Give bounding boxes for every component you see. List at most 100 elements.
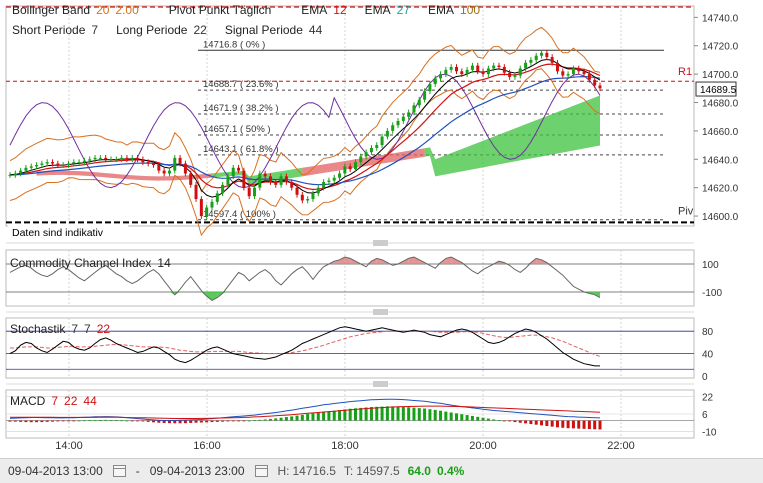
- macd-histogram-bar: [428, 409, 432, 421]
- macd-histogram-bar: [375, 406, 379, 421]
- fib-label-0: 14716.8 ( 0% ): [203, 39, 265, 50]
- macd-histogram-bar: [120, 420, 124, 422]
- stochastik-name[interactable]: Stochastik: [10, 322, 66, 336]
- ema-100-label[interactable]: EMA: [428, 3, 455, 17]
- macd-histogram-bar: [508, 420, 512, 422]
- macd-histogram-bar: [61, 420, 65, 422]
- macd-histogram-bar: [82, 420, 86, 422]
- macd-histogram-bar: [550, 420, 554, 427]
- ema-27-label[interactable]: EMA: [364, 3, 391, 17]
- macd-histogram-bar: [577, 420, 581, 429]
- macd-line: [9, 398, 601, 421]
- pivot-label[interactable]: Pivot Punkt Täglich: [168, 3, 272, 17]
- macd-histogram-bar: [322, 412, 326, 421]
- macd-histogram-bar: [237, 420, 241, 422]
- macd-histogram-bar: [263, 419, 267, 421]
- macd-histogram-bar: [359, 407, 363, 421]
- candle-body: [311, 193, 315, 200]
- macd-param-1: 7: [51, 394, 59, 408]
- candle-body: [109, 159, 113, 161]
- macd-histogram-bar: [146, 420, 150, 422]
- long-periode-label[interactable]: Long Periode: [116, 23, 188, 37]
- macd-histogram-bar: [19, 420, 23, 422]
- calendar-from-icon[interactable]: [112, 465, 126, 477]
- date-from[interactable]: 09-04-2013 13:00: [8, 464, 103, 478]
- candle-body: [465, 69, 469, 75]
- stochastik-param-2: 7: [84, 322, 91, 336]
- chart-canvas[interactable]: 14:00 16:00 18:00 20:00 22:00 14740.0 14720.0 1…: [0, 0, 763, 458]
- candle-body: [29, 166, 33, 168]
- r1-label: R1: [678, 66, 692, 78]
- candle-body: [582, 71, 586, 75]
- candle-body: [66, 163, 70, 165]
- y-tick-label: 14700.0: [702, 70, 739, 81]
- macd-histogram-bar: [486, 418, 490, 421]
- cci-oversold-fill: [206, 292, 212, 301]
- macd-histogram-bar: [444, 411, 448, 421]
- cci-overbought-fill: [408, 257, 414, 264]
- date-to[interactable]: 09-04-2013 23:00: [149, 464, 245, 478]
- macd-histogram-bar: [104, 419, 108, 421]
- candle-body: [492, 65, 496, 69]
- note-background: [8, 225, 128, 239]
- macd-splitter-handle[interactable]: [6, 381, 694, 387]
- macd-tick-label: 6: [702, 410, 708, 421]
- cloud-red-band-1: [36, 170, 212, 181]
- macd-histogram-bar: [205, 420, 209, 423]
- x-tick-label: 18:00: [331, 440, 359, 452]
- candle-body: [375, 145, 379, 148]
- stochastik-splitter-handle[interactable]: [6, 309, 694, 315]
- short-periode-label[interactable]: Short Periode: [12, 23, 86, 37]
- macd-histogram-bar: [332, 410, 336, 421]
- candle-body: [130, 157, 134, 160]
- macd-histogram-bar: [268, 418, 272, 421]
- candle-body: [274, 182, 278, 185]
- macd-histogram-bar: [518, 420, 522, 423]
- candle-body: [51, 162, 55, 164]
- candle-body: [61, 164, 65, 166]
- stochastik-k-line: [9, 326, 600, 367]
- candle-body: [290, 182, 294, 188]
- macd-histogram-bar: [401, 406, 405, 421]
- candle-body: [401, 116, 405, 121]
- macd-histogram-bar: [231, 420, 235, 422]
- macd-name[interactable]: MACD: [10, 394, 46, 408]
- indicator-legend-row-1: Bollinger Band 20 2.00 Pivot Punkt Tägli…: [12, 3, 480, 17]
- stochastik-param-3: 22: [96, 322, 111, 336]
- indicative-note: Daten sind indikativ: [12, 227, 104, 239]
- candle-body: [428, 84, 432, 92]
- candle-body: [231, 167, 235, 177]
- macd-histogram-bar: [290, 416, 294, 421]
- candle-body: [173, 157, 177, 171]
- candle-body: [513, 75, 517, 77]
- candle-body: [353, 162, 357, 170]
- macd-histogram-bar: [364, 407, 368, 421]
- candle-body: [343, 166, 347, 174]
- candle-body: [369, 147, 373, 153]
- candle-body: [518, 68, 522, 76]
- candle-body: [587, 74, 591, 80]
- candle-body: [72, 162, 76, 164]
- y-tick-label: 14720.0: [702, 42, 739, 53]
- candle-body: [481, 71, 485, 75]
- pivot-label: Piv: [678, 205, 694, 217]
- candle-body: [417, 99, 421, 106]
- macd-histogram-bar: [481, 417, 485, 421]
- ema-12-label[interactable]: EMA: [301, 3, 328, 17]
- candle-body: [300, 194, 304, 201]
- macd-histogram-bar: [540, 420, 544, 426]
- ema-12-value: 12: [333, 3, 347, 17]
- macd-histogram-bar: [306, 414, 310, 421]
- calendar-to-icon[interactable]: [254, 465, 268, 477]
- macd-tick-label: 22: [702, 393, 714, 404]
- cci-overbought-fill: [413, 257, 420, 264]
- bollinger-label[interactable]: Bollinger Band: [12, 3, 91, 17]
- signal-periode-label[interactable]: Signal Periode: [224, 23, 303, 37]
- cci-name[interactable]: Commodity Channel Index: [10, 256, 152, 270]
- macd-histogram-bar: [279, 417, 283, 421]
- candle-body: [476, 65, 480, 72]
- cci-splitter-handle[interactable]: [6, 240, 694, 246]
- candle-body: [497, 65, 501, 68]
- candle-body: [486, 68, 490, 75]
- cci-overbought-fill: [371, 258, 377, 264]
